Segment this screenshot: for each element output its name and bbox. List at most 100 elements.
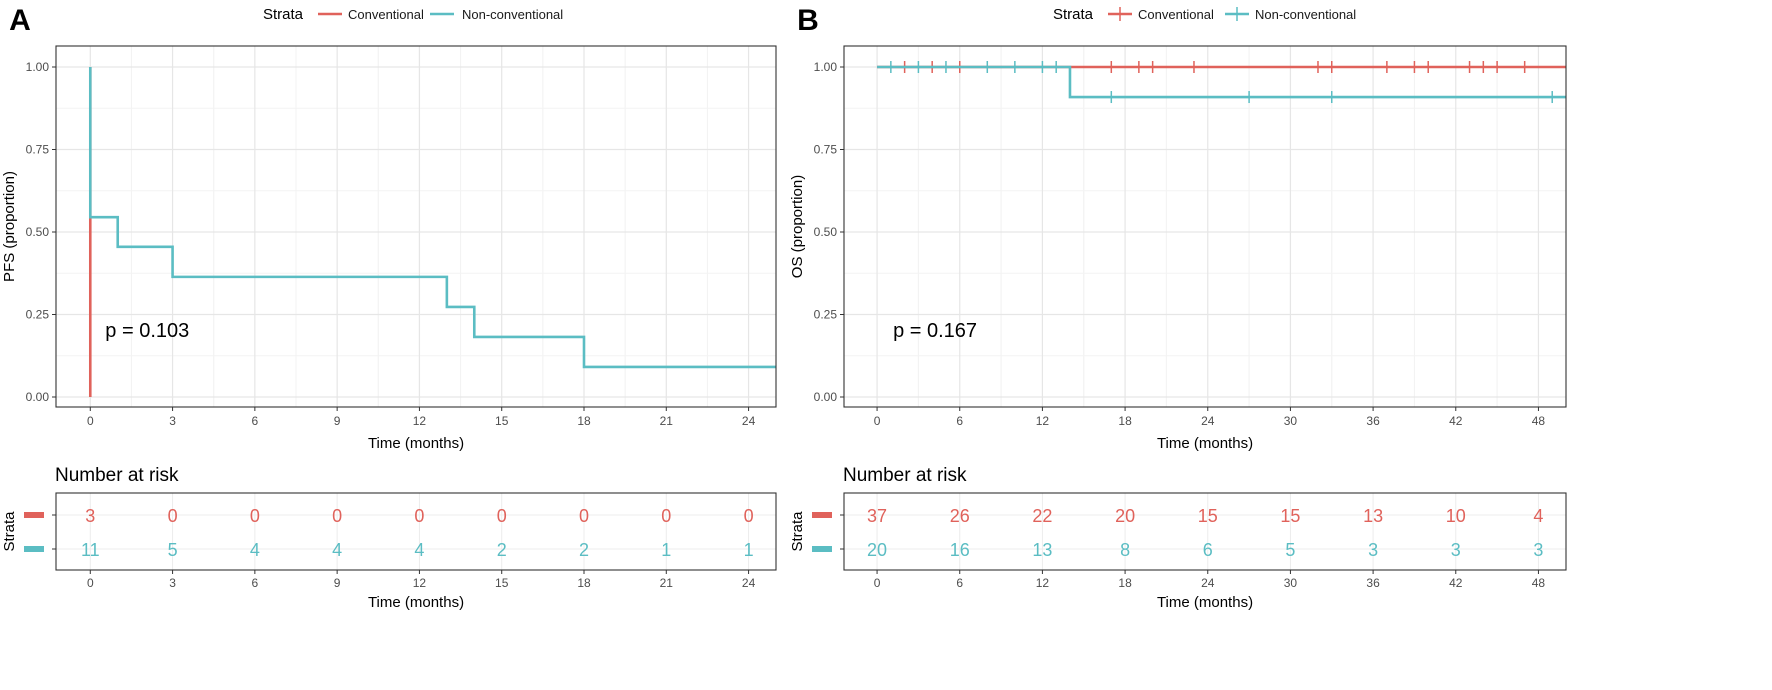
p-value-annotation: p = 0.167 bbox=[893, 320, 977, 342]
y-tick-label: 0.25 bbox=[814, 308, 838, 322]
risk-x-tick-label: 21 bbox=[660, 576, 674, 590]
risk-x-tick-label: 48 bbox=[1532, 576, 1546, 590]
risk-count: 20 bbox=[867, 540, 887, 560]
risk-count: 10 bbox=[1446, 506, 1466, 526]
risk-y-axis-label: Strata bbox=[789, 511, 806, 552]
risk-y-axis-label: Strata bbox=[1, 511, 18, 552]
risk-count: 4 bbox=[332, 540, 342, 560]
risk-count: 2 bbox=[497, 540, 507, 560]
y-tick-label: 1.00 bbox=[26, 60, 50, 74]
risk-x-tick-label: 0 bbox=[874, 576, 881, 590]
risk-count: 1 bbox=[661, 540, 671, 560]
x-tick-label: 24 bbox=[1201, 414, 1215, 428]
risk-table-title: Number at risk bbox=[843, 465, 967, 486]
y-tick-label: 0.75 bbox=[814, 143, 838, 157]
risk-count: 0 bbox=[661, 506, 671, 526]
x-tick-label: 6 bbox=[956, 414, 963, 428]
plot-border bbox=[843, 45, 1567, 408]
km-curve-non-conventional bbox=[88, 67, 776, 369]
risk-count: 3 bbox=[1451, 540, 1461, 560]
risk-x-tick-label: 18 bbox=[577, 576, 591, 590]
risk-count: 11 bbox=[81, 540, 100, 560]
plot-border bbox=[55, 45, 777, 408]
risk-count: 3 bbox=[1368, 540, 1378, 560]
risk-table-background bbox=[844, 493, 1566, 570]
x-axis-label: Time (months) bbox=[1157, 435, 1253, 452]
legend-item-label: Non-conventional bbox=[1255, 7, 1356, 22]
y-tick-label: 0.50 bbox=[814, 225, 838, 239]
x-tick-label: 12 bbox=[1036, 414, 1050, 428]
plot-area: 0 3 6 9 12 15 18 21 24 0.00 0.25 0.50 0.75 1.00 p = 0.… bbox=[1, 45, 777, 452]
risk-count: 4 bbox=[414, 540, 424, 560]
risk-x-tick-label: 6 bbox=[252, 576, 259, 590]
risk-x-tick-label: 36 bbox=[1366, 576, 1380, 590]
y-tick-label: 0.00 bbox=[814, 390, 838, 404]
risk-count: 6 bbox=[1203, 540, 1213, 560]
legend-title: Strata bbox=[1053, 6, 1094, 23]
km-curve-non-conventional bbox=[877, 65, 1566, 99]
risk-table-title: Number at risk bbox=[55, 465, 179, 486]
risk-count: 0 bbox=[332, 506, 342, 526]
risk-count: 0 bbox=[250, 506, 260, 526]
risk-count: 2 bbox=[579, 540, 589, 560]
risk-count: 0 bbox=[414, 506, 424, 526]
risk-x-axis-label: Time (months) bbox=[368, 594, 464, 611]
risk-table-border bbox=[843, 492, 1567, 571]
legend-item-label: Conventional bbox=[1138, 7, 1214, 22]
risk-x-tick-label: 24 bbox=[742, 576, 756, 590]
panel-a: A Strata Conventional Non-conventional 0 3 6 9 1… bbox=[1, 4, 777, 611]
risk-count: 13 bbox=[1032, 540, 1052, 560]
y-tick-label: 0.00 bbox=[26, 390, 50, 404]
risk-x-tick-label: 30 bbox=[1284, 576, 1298, 590]
x-tick-label: 18 bbox=[1118, 414, 1132, 428]
risk-count: 13 bbox=[1363, 506, 1383, 526]
risk-count: 0 bbox=[579, 506, 589, 526]
risk-x-axis-label: Time (months) bbox=[1157, 594, 1253, 611]
risk-count: 0 bbox=[744, 506, 754, 526]
legend: Strata Conventional Non-conventional bbox=[1053, 6, 1356, 23]
risk-x-tick-label: 15 bbox=[495, 576, 509, 590]
risk-x-tick-label: 12 bbox=[1036, 576, 1050, 590]
x-tick-label: 15 bbox=[495, 414, 509, 428]
risk-count: 4 bbox=[1533, 506, 1543, 526]
legend-title: Strata bbox=[263, 6, 304, 23]
risk-count: 8 bbox=[1120, 540, 1130, 560]
risk-x-tick-label: 0 bbox=[87, 576, 94, 590]
risk-count: 1 bbox=[744, 540, 754, 560]
risk-count: 4 bbox=[250, 540, 260, 560]
plot-background bbox=[56, 46, 776, 407]
risk-x-tick-label: 3 bbox=[169, 576, 176, 590]
y-tick-label: 0.25 bbox=[26, 308, 50, 322]
risk-count: 3 bbox=[85, 506, 95, 526]
risk-count: 0 bbox=[168, 506, 178, 526]
y-tick-label: 0.75 bbox=[26, 143, 50, 157]
x-tick-label: 9 bbox=[334, 414, 341, 428]
legend-item-label: Conventional bbox=[348, 7, 424, 22]
x-tick-label: 12 bbox=[413, 414, 427, 428]
x-tick-label: 21 bbox=[660, 414, 674, 428]
risk-table-border bbox=[55, 492, 777, 571]
x-tick-label: 24 bbox=[742, 414, 756, 428]
risk-count: 3 bbox=[1533, 540, 1543, 560]
risk-count: 26 bbox=[950, 506, 970, 526]
risk-count: 20 bbox=[1115, 506, 1135, 526]
risk-x-tick-label: 9 bbox=[334, 576, 341, 590]
x-tick-label: 48 bbox=[1532, 414, 1546, 428]
risk-x-tick-label: 12 bbox=[413, 576, 427, 590]
risk-x-tick-label: 42 bbox=[1449, 576, 1463, 590]
x-tick-label: 18 bbox=[577, 414, 591, 428]
x-tick-label: 30 bbox=[1284, 414, 1298, 428]
legend-item-label: Non-conventional bbox=[462, 7, 563, 22]
panel-letter: B bbox=[797, 4, 819, 37]
risk-count: 16 bbox=[950, 540, 970, 560]
x-tick-label: 6 bbox=[252, 414, 259, 428]
risk-count: 15 bbox=[1280, 506, 1300, 526]
plot-background bbox=[844, 46, 1566, 407]
y-tick-label: 1.00 bbox=[814, 60, 838, 74]
x-axis-label: Time (months) bbox=[368, 435, 464, 452]
risk-count: 0 bbox=[497, 506, 507, 526]
risk-count: 22 bbox=[1032, 506, 1052, 526]
